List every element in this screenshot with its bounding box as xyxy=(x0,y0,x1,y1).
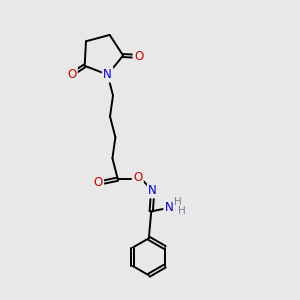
Text: O: O xyxy=(134,50,143,63)
Text: H: H xyxy=(174,197,182,207)
Text: O: O xyxy=(67,68,76,81)
Text: N: N xyxy=(148,184,157,197)
Text: N: N xyxy=(165,201,173,214)
Text: H: H xyxy=(178,206,186,216)
Text: O: O xyxy=(133,172,142,184)
Text: O: O xyxy=(94,176,103,189)
Text: N: N xyxy=(103,68,112,81)
